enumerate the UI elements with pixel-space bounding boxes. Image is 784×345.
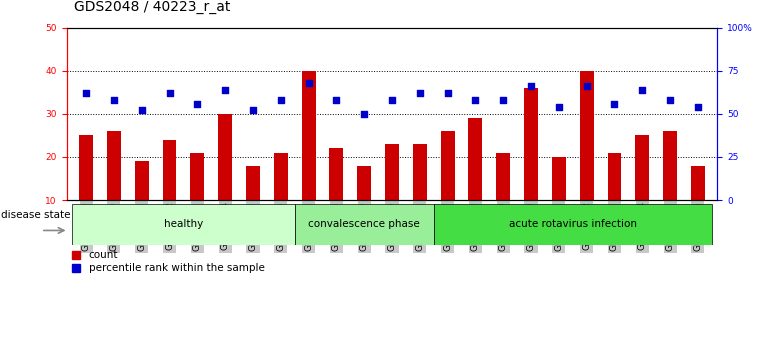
Bar: [191, 152, 205, 200]
Text: healthy: healthy: [164, 219, 203, 229]
Bar: [524, 88, 538, 200]
Bar: [274, 152, 288, 200]
Bar: [135, 161, 149, 200]
Point: [274, 97, 287, 103]
Point: [163, 90, 176, 96]
Point: [580, 83, 593, 89]
Bar: [635, 136, 649, 200]
Point: [358, 111, 371, 117]
Bar: [107, 131, 121, 200]
Text: GDS2048 / 40223_r_at: GDS2048 / 40223_r_at: [74, 0, 230, 14]
Point: [386, 97, 398, 103]
Bar: [246, 166, 260, 200]
Bar: [295, 204, 434, 245]
Bar: [691, 166, 705, 200]
Point: [136, 108, 148, 113]
Point: [247, 108, 260, 113]
Text: disease state: disease state: [2, 210, 71, 220]
Bar: [608, 152, 622, 200]
Bar: [469, 118, 482, 200]
Bar: [358, 166, 371, 200]
Bar: [496, 152, 510, 200]
Point: [80, 90, 93, 96]
Bar: [162, 140, 176, 200]
Point: [441, 90, 454, 96]
Point: [608, 101, 621, 106]
Text: convalescence phase: convalescence phase: [308, 219, 420, 229]
Point: [107, 97, 120, 103]
Bar: [385, 144, 399, 200]
Point: [303, 80, 315, 86]
Bar: [413, 144, 426, 200]
Point: [497, 97, 510, 103]
Bar: [579, 71, 593, 200]
Point: [664, 97, 677, 103]
Text: acute rotavirus infection: acute rotavirus infection: [509, 219, 637, 229]
Point: [469, 97, 481, 103]
Point: [524, 83, 537, 89]
Bar: [663, 131, 677, 200]
Point: [219, 87, 231, 92]
Point: [330, 97, 343, 103]
Point: [413, 90, 426, 96]
Bar: [218, 114, 232, 200]
Bar: [552, 157, 566, 200]
Bar: [329, 148, 343, 200]
Bar: [72, 204, 295, 245]
Legend: count, percentile rank within the sample: count, percentile rank within the sample: [72, 250, 264, 273]
Bar: [302, 71, 315, 200]
Point: [691, 104, 704, 110]
Bar: [434, 204, 712, 245]
Point: [636, 87, 648, 92]
Bar: [441, 131, 455, 200]
Point: [191, 101, 204, 106]
Bar: [79, 136, 93, 200]
Point: [553, 104, 565, 110]
